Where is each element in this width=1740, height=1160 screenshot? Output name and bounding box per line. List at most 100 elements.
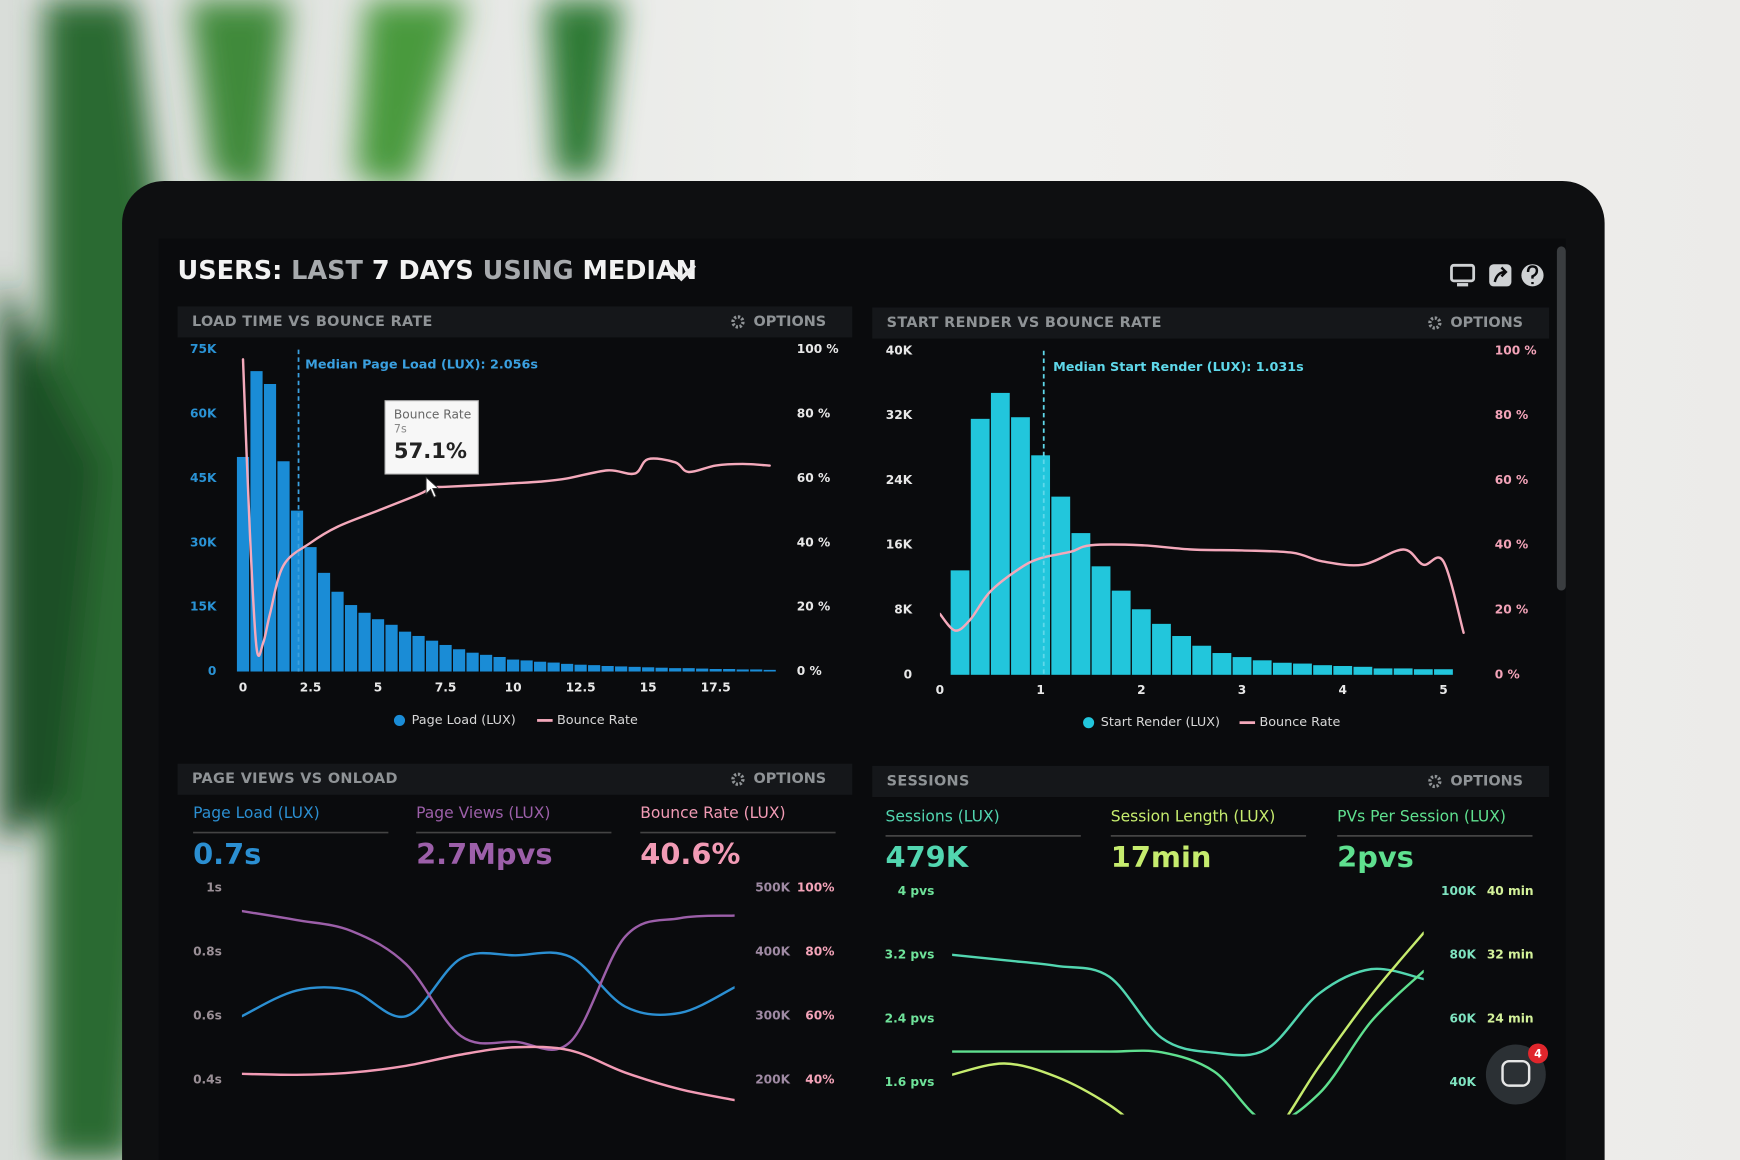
tooltip-box [384, 400, 479, 475]
histogram-bar [601, 665, 614, 672]
scrollbar[interactable] [1556, 246, 1566, 591]
options-gear[interactable] [731, 772, 745, 786]
y-tick-label: 15K [190, 600, 217, 614]
y-tick-label: 16K [886, 538, 913, 552]
histogram-bar [1313, 665, 1333, 675]
help-icon-mark[interactable] [1526, 265, 1539, 285]
panel-title: PAGE VIEWS VS ONLOAD [192, 771, 398, 787]
histogram-bar [425, 640, 439, 672]
histogram-bar [493, 656, 506, 672]
dashboard-title[interactable]: USERS: LAST 7 DAYS USING MEDIAN [178, 256, 697, 286]
histogram-bar [1393, 668, 1413, 675]
tooltip-title: Bounce Rate [394, 408, 471, 422]
chat-icon[interactable] [1501, 1059, 1531, 1087]
legend-label[interactable]: Bounce Rate [557, 713, 638, 728]
histogram-bar [398, 631, 412, 672]
options-gear[interactable] [1428, 316, 1442, 330]
options-button[interactable]: OPTIONS [1450, 773, 1523, 789]
y3-tick-label: 100% [797, 881, 835, 895]
histogram-bar [655, 667, 668, 672]
line-series [952, 953, 1424, 1057]
y2-tick-label: 0 % [1495, 667, 1520, 681]
title-part: USERS: [178, 256, 283, 286]
help-icon[interactable] [1521, 264, 1544, 287]
histogram-bar [1071, 533, 1091, 675]
monitor-icon-stand[interactable] [1457, 283, 1469, 287]
histogram-bar [520, 660, 533, 672]
y2-tick-label: 40 % [797, 535, 830, 549]
histogram-bar [763, 669, 776, 672]
panel-header [872, 765, 1550, 798]
y3-tick-label: 24 min [1487, 1011, 1534, 1025]
histogram-bar [1333, 665, 1353, 675]
y2-tick-label: 20 % [797, 600, 830, 614]
share-icon-box[interactable] [1489, 264, 1512, 287]
legend-label[interactable]: Page Load (LUX) [412, 713, 516, 728]
stat-label: Session Length (LUX) [1111, 807, 1276, 825]
share-icon-arrow[interactable] [1493, 266, 1508, 283]
histogram-bar [1232, 657, 1252, 675]
y-tick-label: 4 pvs [898, 884, 935, 898]
y2-tick-label: 60K [1449, 1011, 1476, 1025]
y3-tick-label: 60% [805, 1009, 834, 1023]
legend-label[interactable]: Bounce Rate [1260, 715, 1341, 730]
histogram-bar [1252, 660, 1272, 675]
panel-header [177, 306, 853, 338]
chat-widget[interactable]: 4 [1485, 1043, 1549, 1105]
title-part: USING [483, 256, 574, 286]
histogram-bar [1413, 669, 1433, 675]
y2-tick-label: 300K [755, 1009, 790, 1023]
x-tick-label: 0 [936, 683, 944, 697]
x-tick-label: 10 [505, 681, 522, 695]
histogram-bar [547, 662, 560, 672]
legend-label[interactable]: Start Render (LUX) [1101, 715, 1220, 730]
histogram-bar [236, 456, 250, 672]
y2-tick-label: 500K [755, 881, 790, 895]
stat-value: 2pvs [1337, 840, 1414, 874]
y-tick-label: 2.4 pvs [885, 1011, 935, 1025]
monitor-icon-screen[interactable] [1450, 263, 1476, 283]
options-gear[interactable] [1428, 774, 1442, 789]
histogram-bar [466, 652, 479, 672]
line-series [939, 543, 1465, 634]
histogram-bar [290, 510, 304, 672]
histogram-bar [371, 619, 385, 672]
tooltip-value: 57.1% [394, 438, 467, 463]
plot-area [241, 909, 735, 1102]
title-dropdown-chevron[interactable] [666, 263, 697, 282]
panel-title: START RENDER VS BOUNCE RATE [887, 315, 1162, 331]
x-tick-label: 2 [1137, 683, 1145, 697]
y-tick-label: 0.6s [193, 1009, 222, 1023]
histogram-bar [331, 591, 344, 672]
histogram-bar [1192, 645, 1212, 675]
histogram-bar [1051, 496, 1071, 675]
histogram-bar [1353, 666, 1373, 675]
y-tick-label: 0.8s [193, 945, 222, 959]
options-button[interactable]: OPTIONS [753, 771, 826, 787]
line-series [952, 969, 1424, 1115]
histogram-bar [1011, 417, 1030, 675]
y-tick-label: 1.6 pvs [885, 1075, 935, 1089]
stat-value: 0.7s [193, 837, 261, 871]
histogram-bar [669, 668, 682, 672]
options-button[interactable]: OPTIONS [753, 314, 826, 330]
monitor-icon[interactable] [1450, 263, 1476, 287]
options-gear[interactable] [731, 315, 745, 329]
histogram-bar [317, 572, 331, 672]
histogram-bar [1152, 623, 1171, 675]
histogram-bar [412, 635, 425, 672]
histogram-bar [507, 659, 520, 672]
x-tick-label: 0 [239, 681, 247, 695]
y-tick-label: 0 [208, 664, 216, 678]
panel-header [177, 763, 853, 795]
title-part: 7 DAYS [372, 256, 474, 286]
share-icon[interactable] [1489, 264, 1512, 287]
y-tick-label: 8K [894, 603, 912, 617]
x-tick-label: 1 [1036, 683, 1044, 697]
options-button[interactable]: OPTIONS [1450, 315, 1523, 331]
panel-header [872, 307, 1550, 339]
y-tick-label: 60K [190, 407, 217, 421]
line-series [241, 358, 771, 657]
panel: LOAD TIME VS BOUNCE RATE OPTIONS 0 15K 30K 45… [177, 306, 853, 728]
